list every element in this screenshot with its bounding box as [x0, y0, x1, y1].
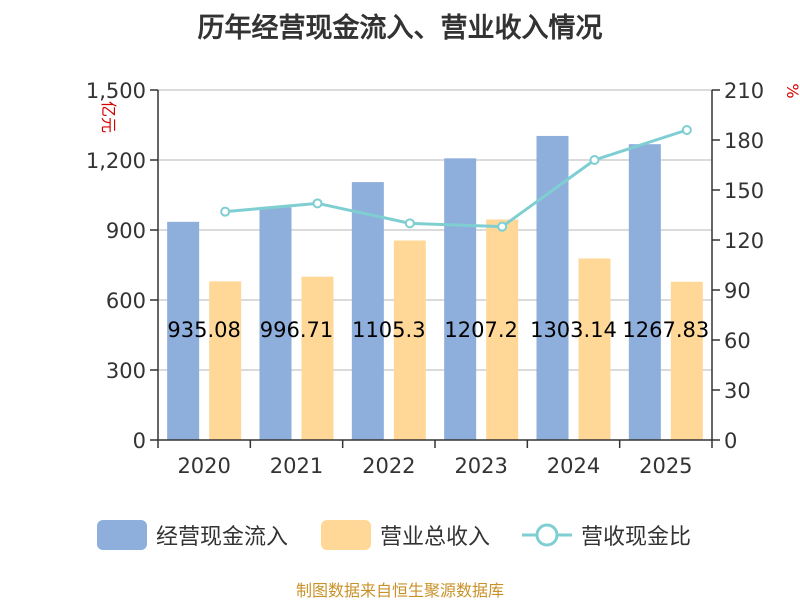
left-tick-label: 300 [106, 359, 146, 383]
bar-revenue [301, 276, 334, 440]
left-tick-label: 0 [133, 429, 146, 453]
ratio-point [404, 218, 415, 229]
right-tick-label: 90 [724, 279, 751, 303]
right-axis-unit: % [783, 83, 800, 98]
legend-label-cash-inflow: 经营现金流入 [156, 525, 289, 550]
ratio-point [681, 125, 692, 135]
bar-cash-inflow [444, 158, 477, 440]
bar-revenue [578, 258, 611, 440]
legend-item-revenue[interactable]: 营业总收入 [321, 518, 490, 552]
legend-item-cash-inflow[interactable]: 经营现金流入 [97, 518, 288, 552]
ratio-point [312, 198, 323, 209]
bar-revenue [393, 240, 426, 440]
ratio-point [589, 155, 600, 165]
data-label-cash-inflow: 996.71 [260, 318, 333, 342]
data-label-cash-inflow: 1303.14 [530, 318, 617, 342]
bar-cash-inflow [536, 135, 569, 440]
left-tick-label: 600 [106, 289, 146, 313]
ratio-line [225, 128, 688, 229]
left-axis-unit: 亿元 [99, 101, 118, 133]
right-tick-label: 60 [724, 329, 751, 353]
right-tick-label: 30 [724, 379, 751, 403]
right-tick-label: 0 [724, 429, 737, 453]
x-tick-label: 2020 [177, 454, 230, 478]
legend-label-revenue: 营业总收入 [380, 525, 491, 550]
ratio-point [220, 206, 231, 217]
legend: 经营现金流入 营业总收入 营收现金比 [0, 518, 800, 552]
chart-title: 历年经营现金流入、营业收入情况 [197, 13, 603, 44]
data-label-cash-inflow: 1207.2 [444, 318, 517, 342]
legend-swatch-revenue [321, 520, 371, 550]
right-tick-label: 120 [724, 229, 764, 253]
right-tick-label: 180 [724, 129, 764, 153]
ratio-point [497, 221, 508, 232]
bar-cash-inflow [167, 221, 200, 440]
bar-cash-inflow [351, 182, 384, 440]
legend-item-ratio[interactable]: 营收现金比 [522, 518, 691, 552]
legend-swatch-cash-inflow [97, 520, 147, 550]
data-label-cash-inflow: 1105.3 [352, 318, 425, 342]
data-label-cash-inflow: 935.08 [167, 318, 240, 342]
data-label-cash-inflow: 1267.83 [622, 318, 709, 342]
right-tick-label: 150 [724, 179, 764, 203]
x-tick-label: 2025 [639, 454, 692, 478]
bar-revenue [209, 281, 242, 440]
x-tick-label: 2021 [270, 454, 323, 478]
left-tick-label: 900 [106, 219, 146, 243]
legend-line-ratio [522, 520, 572, 550]
bar-cash-inflow [259, 207, 292, 440]
x-tick-label: 2023 [454, 454, 507, 478]
bar-revenue [486, 219, 519, 440]
right-tick-label: 210 [724, 79, 764, 103]
x-tick-label: 2022 [362, 454, 415, 478]
bar-cash-inflow [628, 144, 661, 440]
legend-label-ratio: 营收现金比 [581, 525, 692, 550]
source-note: 制图数据来自恒生聚源数据库 [295, 581, 504, 600]
left-tick-label: 1,500 [86, 79, 146, 103]
left-tick-label: 1,200 [86, 149, 146, 173]
x-tick-label: 2024 [547, 454, 600, 478]
bar-revenue [670, 281, 703, 440]
